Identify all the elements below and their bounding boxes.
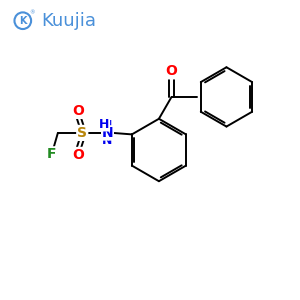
- Text: F: F: [47, 147, 57, 161]
- Text: H: H: [99, 118, 110, 131]
- Text: ®: ®: [29, 11, 35, 16]
- Text: O: O: [72, 104, 84, 118]
- Text: K: K: [19, 16, 26, 26]
- Text: S: S: [77, 126, 87, 140]
- Text: O: O: [166, 64, 178, 78]
- Text: N: N: [102, 126, 113, 140]
- Text: Kuujia: Kuujia: [41, 12, 96, 30]
- Text: H
N: H N: [102, 119, 113, 147]
- Text: O: O: [72, 148, 84, 162]
